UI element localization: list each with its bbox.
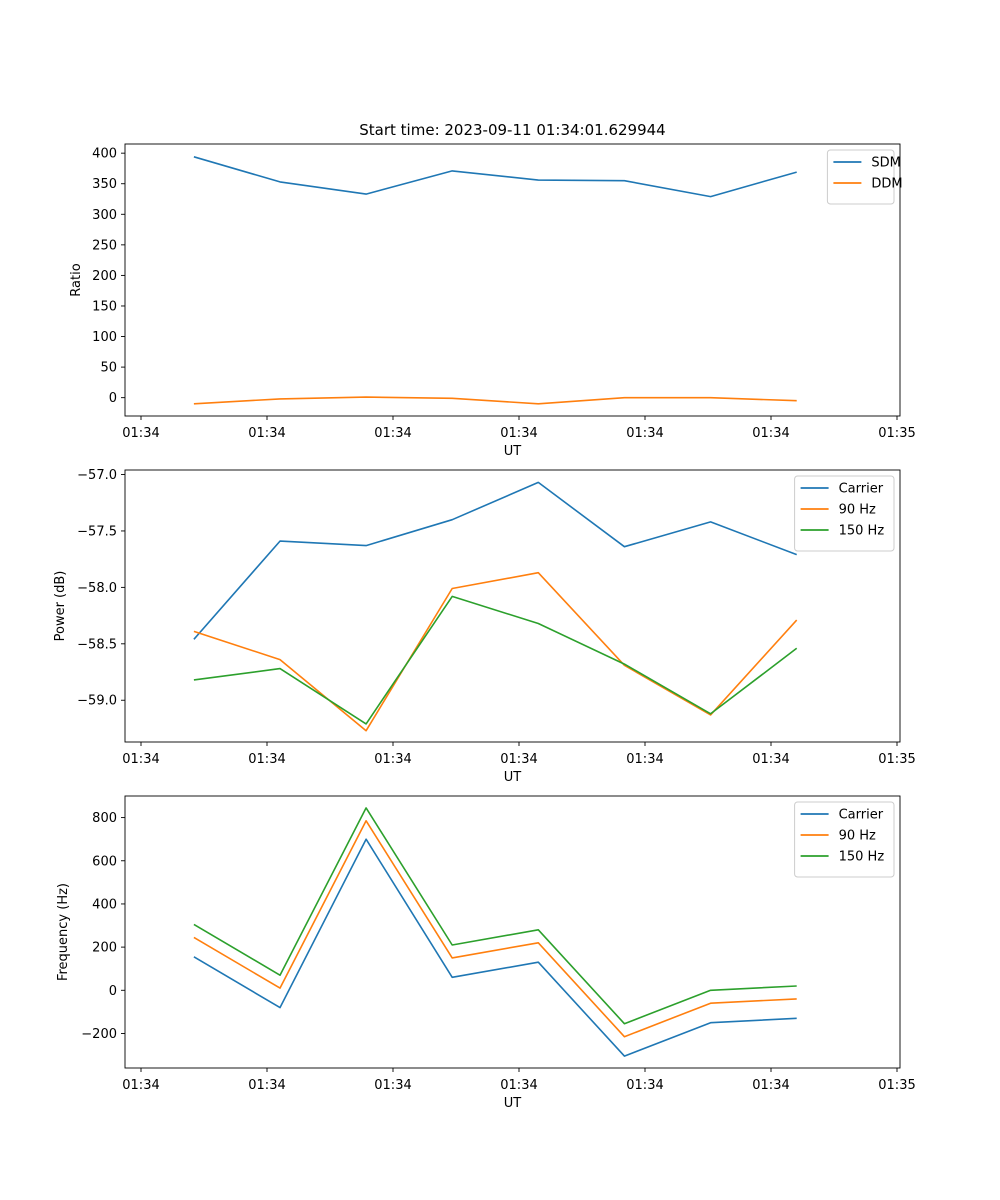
axes-frame bbox=[124, 469, 901, 743]
y-tick-label: 100 bbox=[92, 330, 117, 345]
y-tick-label: −59.0 bbox=[77, 694, 117, 709]
subplot-1: 01:34 01:34 01:34 01:34 01:34 01:34 01:35 UT 0 50… bbox=[69, 143, 916, 459]
x-tick-label: 01:34 bbox=[374, 752, 411, 767]
y-tick-label: −58.5 bbox=[77, 637, 117, 652]
y-tick-label: 200 bbox=[92, 269, 117, 284]
legend-entry: 90 Hz bbox=[839, 503, 876, 518]
axes-frame bbox=[124, 795, 901, 1069]
x-tick-label: 01:35 bbox=[878, 426, 915, 441]
x-axis-label: UT bbox=[504, 1096, 522, 1111]
x-tick-label: 01:34 bbox=[500, 426, 537, 441]
y-tick-label: 50 bbox=[100, 361, 117, 376]
subplots: 01:34 01:34 01:34 01:34 01:34 01:34 01:35 UT 0 50… bbox=[53, 143, 916, 1111]
legend-box bbox=[826, 149, 895, 205]
x-tick-label: 01:35 bbox=[878, 1078, 915, 1093]
legend-entry: DDM bbox=[871, 177, 902, 192]
legend: SDM DDM bbox=[826, 149, 903, 205]
x-axis-label: UT bbox=[504, 444, 522, 459]
y-tick-label: 0 bbox=[109, 984, 117, 999]
series-line-150-hz bbox=[193, 807, 797, 1025]
series-line-150-hz bbox=[193, 595, 798, 725]
y-tick-label: 150 bbox=[92, 299, 117, 314]
y-axis-label: Ratio bbox=[69, 263, 84, 296]
y-axis-label: Power (dB) bbox=[53, 571, 68, 642]
x-tick-label: 01:34 bbox=[626, 752, 663, 767]
x-tick-label: 01:34 bbox=[626, 1078, 663, 1093]
y-axis-label: Frequency (Hz) bbox=[56, 883, 71, 981]
series-line-sdm bbox=[193, 156, 797, 198]
y-tick-label: −57.0 bbox=[77, 468, 117, 483]
y-tick-label: −58.0 bbox=[77, 581, 117, 596]
series-line-90-hz bbox=[193, 571, 798, 732]
x-tick-label: 01:34 bbox=[248, 1078, 285, 1093]
x-tick-label: 01:34 bbox=[752, 752, 789, 767]
axes-frame bbox=[124, 143, 901, 417]
y-tick-label: 250 bbox=[92, 238, 117, 253]
series-line-ddm bbox=[193, 396, 797, 405]
x-tick-label: 01:35 bbox=[878, 752, 915, 767]
x-axis-label: UT bbox=[504, 770, 522, 785]
x-tick-label: 01:34 bbox=[500, 1078, 537, 1093]
legend: Carrier 90 Hz 150 Hz bbox=[794, 801, 895, 878]
legend-entry: Carrier bbox=[839, 808, 884, 823]
x-tick-label: 01:34 bbox=[248, 752, 285, 767]
legend-entry: 90 Hz bbox=[839, 829, 876, 844]
y-tick-label: 300 bbox=[92, 208, 117, 223]
legend-box bbox=[794, 801, 895, 878]
x-tick-label: 01:34 bbox=[752, 1078, 789, 1093]
legend-entry: 150 Hz bbox=[839, 850, 885, 865]
legend-entry: Carrier bbox=[839, 482, 884, 497]
x-tick-label: 01:34 bbox=[248, 426, 285, 441]
figure-title: Start time: 2023-09-11 01:34:01.629944 bbox=[359, 121, 665, 139]
x-tick-label: 01:34 bbox=[626, 426, 663, 441]
legend: Carrier 90 Hz 150 Hz bbox=[794, 475, 895, 552]
x-tick-label: 01:34 bbox=[500, 752, 537, 767]
legend-entry: SDM bbox=[871, 156, 900, 171]
y-tick-label: 200 bbox=[92, 941, 117, 956]
legend-box bbox=[794, 475, 895, 552]
x-tick-label: 01:34 bbox=[122, 1078, 159, 1093]
y-tick-label: 400 bbox=[92, 897, 117, 912]
subplot-3: 01:34 01:34 01:34 01:34 01:34 01:34 01:35 UT −20… bbox=[56, 795, 916, 1111]
legend-entry: 150 Hz bbox=[839, 524, 885, 539]
series-line-carrier bbox=[193, 481, 797, 640]
x-tick-label: 01:34 bbox=[374, 1078, 411, 1093]
subplot-2: 01:34 01:34 01:34 01:34 01:34 01:34 01:35 UT −59… bbox=[53, 468, 916, 785]
y-tick-label: −200 bbox=[81, 1027, 117, 1042]
y-tick-label: 350 bbox=[92, 177, 117, 192]
x-tick-label: 01:34 bbox=[752, 426, 789, 441]
y-tick-label: −57.5 bbox=[77, 524, 117, 539]
y-tick-label: 600 bbox=[92, 854, 117, 869]
series-line-90-hz bbox=[193, 819, 797, 1038]
x-tick-label: 01:34 bbox=[374, 426, 411, 441]
y-tick-label: 0 bbox=[109, 391, 117, 406]
x-tick-label: 01:34 bbox=[122, 426, 159, 441]
series-line-carrier bbox=[193, 838, 797, 1057]
x-tick-label: 01:34 bbox=[122, 752, 159, 767]
y-tick-label: 800 bbox=[92, 811, 117, 826]
y-tick-label: 400 bbox=[92, 147, 117, 162]
